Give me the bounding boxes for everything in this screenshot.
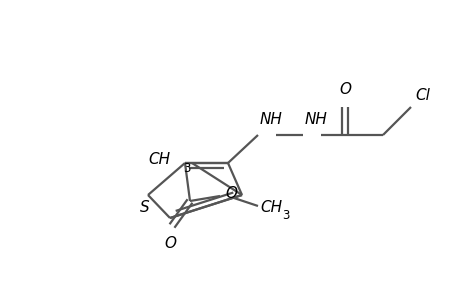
Text: Cl: Cl — [414, 88, 429, 103]
Text: S: S — [140, 200, 150, 215]
Text: 3: 3 — [183, 161, 190, 175]
Text: NH: NH — [304, 112, 327, 127]
Text: CH: CH — [259, 200, 281, 214]
Text: NH: NH — [259, 112, 282, 127]
Text: O: O — [164, 236, 176, 251]
Text: 3: 3 — [281, 209, 289, 223]
Text: CH: CH — [147, 152, 170, 167]
Text: O: O — [338, 82, 350, 97]
Text: O: O — [224, 187, 236, 202]
